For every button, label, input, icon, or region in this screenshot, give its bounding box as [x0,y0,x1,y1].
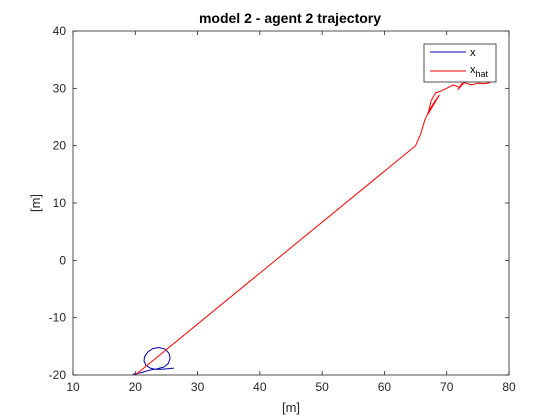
series-layer [132,82,491,376]
x-tick-label: 70 [440,380,454,394]
legend-label-x: x [470,47,476,59]
x-tick-label: 20 [129,380,143,394]
legend-label-x-hat-base: x [470,64,476,76]
tick-layer: 10 20 30 40 50 60 70 80 -20 -10 0 10 20 30 40 [49,24,516,394]
legend-box [423,43,497,83]
x-tick-label: 40 [253,380,267,394]
y-tick-label: 30 [53,81,67,95]
y-tick-label: 20 [53,139,67,153]
series-line-x [132,347,174,375]
y-tick-label: 40 [53,24,67,38]
x-tick-label: 60 [378,380,392,394]
plot-background [73,31,509,375]
y-axis-label: [m] [28,194,43,212]
x-tick-label: 10 [66,380,80,394]
y-tick-label: 0 [59,253,66,267]
x-tick-label: 30 [191,380,205,394]
x-tick-label: 50 [315,380,329,394]
y-tick-label: -10 [49,311,67,325]
legend-label-x-hat-subscript: hat [476,69,489,79]
x-tick-label: 80 [502,380,516,394]
y-tick-label: -20 [49,368,67,382]
series-line-x-hat [134,82,491,376]
chart-title: model 2 - agent 2 trajectory [199,10,381,26]
plot-area: 10 20 30 40 50 60 70 80 -20 -10 0 10 20 30 40 [49,24,516,394]
legend: x xhat [423,43,497,83]
x-axis-label: [m] [282,400,300,415]
legend-label-x-hat: xhat [470,64,489,79]
y-tick-label: 10 [53,196,67,210]
